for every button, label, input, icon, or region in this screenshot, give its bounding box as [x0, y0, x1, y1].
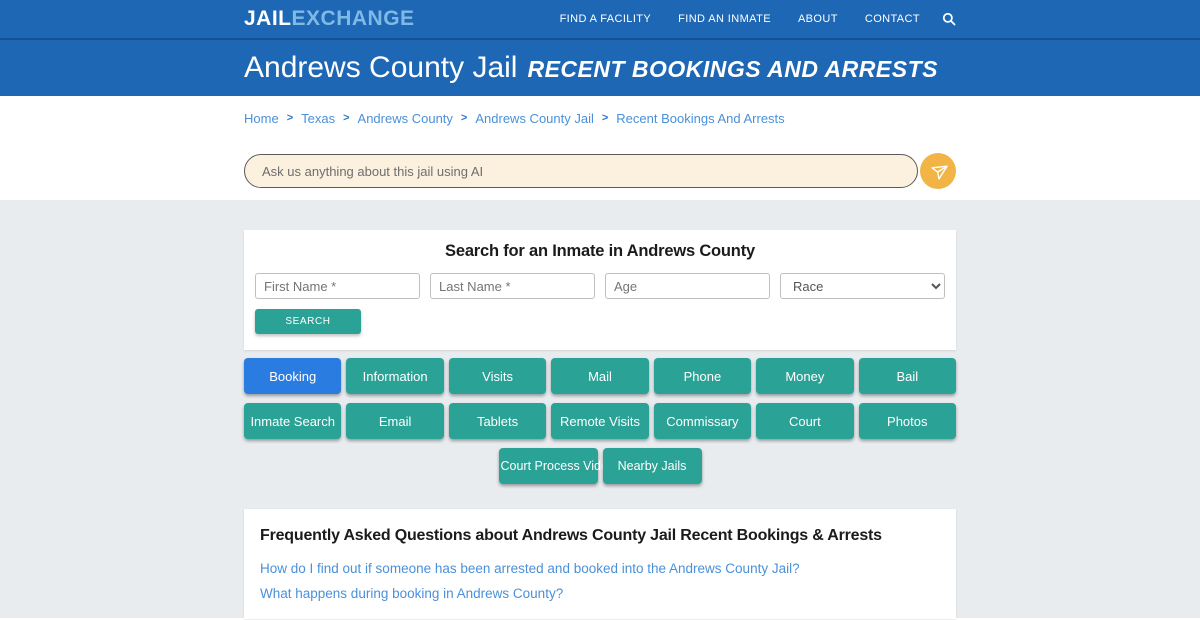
inmate-search-card: Search for an Inmate in Andrews County R…	[244, 230, 956, 350]
chevron-right-icon: >	[601, 112, 609, 124]
breadcrumb-andrews-county[interactable]: Andrews County	[357, 110, 453, 126]
breadcrumb-home[interactable]: Home	[244, 110, 279, 126]
last-name-field[interactable]	[430, 273, 595, 299]
paper-plane-icon	[930, 164, 948, 180]
quick-links-grid: Booking Information Visits Mail Phone Mo…	[244, 358, 956, 439]
ai-send-button[interactable]	[920, 153, 956, 189]
chevron-right-icon: >	[286, 112, 294, 124]
tab-bail[interactable]: Bail	[858, 358, 956, 394]
tab-email[interactable]: Email	[346, 403, 444, 439]
tab-court[interactable]: Court	[756, 403, 854, 439]
faq-card: Frequently Asked Questions about Andrews…	[244, 509, 956, 619]
breadcrumb-recent-bookings[interactable]: Recent Bookings And Arrests	[616, 110, 785, 126]
breadcrumb-ai-section: Home > Texas > Andrews County > Andrews …	[0, 96, 1200, 200]
ai-ask-bar	[244, 153, 956, 189]
tab-court-process-video[interactable]: Court Process Video	[498, 448, 615, 484]
page-title-main: Andrews County Jail	[244, 51, 518, 84]
top-navbar: JAILEXCHANGE FIND A FACILITY FIND AN INM…	[0, 0, 1200, 40]
page-title-subtitle: RECENT BOOKINGS AND ARRESTS	[527, 56, 938, 82]
tab-visits[interactable]: Visits	[448, 358, 547, 394]
jailexchange-logo[interactable]: JAILEXCHANGE	[244, 7, 415, 31]
first-name-field[interactable]	[255, 273, 420, 299]
tab-mail[interactable]: Mail	[551, 358, 649, 394]
page-banner: Andrews County Jail RECENT BOOKINGS AND A…	[0, 40, 1200, 96]
age-field[interactable]	[605, 273, 770, 299]
search-icon[interactable]	[942, 12, 956, 26]
faq-question-1[interactable]: How do I find out if someone has been ar…	[260, 561, 800, 576]
quick-links-row3: Court Process Video Nearby Jails	[244, 448, 956, 484]
nav-find-an-inmate[interactable]: FIND AN INMATE	[678, 13, 771, 25]
main-nav: FIND A FACILITY FIND AN INMATE ABOUT CON…	[533, 12, 956, 26]
tab-booking[interactable]: Booking	[244, 358, 342, 394]
nav-contact[interactable]: CONTACT	[864, 13, 920, 25]
logo-part-jail: JAIL	[244, 7, 292, 30]
page-title: Andrews County Jail RECENT BOOKINGS AND A…	[244, 51, 956, 85]
tab-nearby-jails[interactable]: Nearby Jails	[602, 448, 702, 484]
race-select[interactable]: Race	[780, 273, 945, 299]
inmate-search-fields: Race	[255, 273, 945, 299]
search-button[interactable]: SEARCH	[255, 309, 361, 334]
faq-question-2[interactable]: What happens during booking in Andrews C…	[260, 586, 564, 601]
faq-title: Frequently Asked Questions about Andrews…	[260, 527, 882, 544]
tab-information[interactable]: Information	[346, 358, 444, 394]
tab-commissary[interactable]: Commissary	[653, 403, 752, 439]
tab-phone[interactable]: Phone	[653, 358, 752, 394]
tab-money[interactable]: Money	[756, 358, 854, 394]
breadcrumb-andrews-county-jail[interactable]: Andrews County Jail	[475, 110, 594, 126]
tab-inmate-search[interactable]: Inmate Search	[244, 403, 342, 439]
page-body: Search for an Inmate in Andrews County R…	[0, 200, 1200, 619]
tab-remote-visits[interactable]: Remote Visits	[551, 403, 649, 439]
tab-photos[interactable]: Photos	[858, 403, 956, 439]
chevron-right-icon: >	[343, 112, 350, 124]
tab-tablets[interactable]: Tablets	[448, 403, 547, 439]
nav-about[interactable]: ABOUT	[797, 13, 838, 25]
breadcrumb-texas[interactable]: Texas	[301, 110, 336, 126]
logo-part-exchange: EXCHANGE	[291, 7, 415, 30]
nav-find-a-facility[interactable]: FIND A FACILITY	[559, 13, 652, 25]
inmate-search-title: Search for an Inmate in Andrews County	[445, 242, 755, 260]
breadcrumb: Home > Texas > Andrews County > Andrews …	[244, 110, 956, 126]
ai-question-input[interactable]	[244, 154, 918, 188]
chevron-right-icon: >	[460, 112, 468, 124]
